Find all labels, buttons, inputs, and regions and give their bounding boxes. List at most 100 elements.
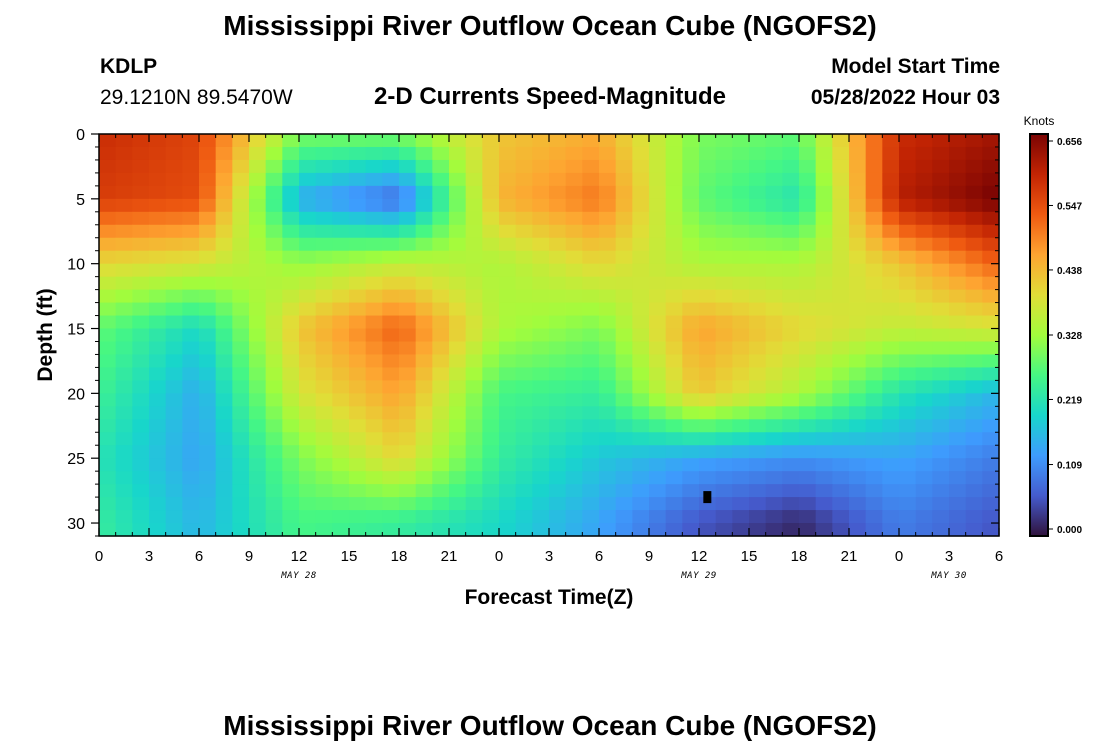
heatmap-cell [832,237,850,252]
heatmap-cell [765,484,783,498]
heatmap-cell [582,419,600,433]
heatmap-cell [465,198,483,213]
heatmap-cell [915,185,933,200]
heatmap-cell [865,354,883,369]
heatmap-cell [899,198,917,213]
heatmap-cell [232,146,250,161]
heatmap-cell [165,523,183,537]
heatmap-cell [649,276,667,291]
heatmap-cell [365,185,383,200]
heatmap-cell [482,354,500,369]
x-tick-label: 3 [545,548,553,565]
heatmap-cell [732,134,750,148]
heatmap-cell [849,237,867,252]
heatmap-cell [632,523,650,537]
heatmap-cell [315,341,333,356]
heatmap-cell [115,458,133,472]
heatmap-cell [349,250,367,265]
heatmap-cell [882,458,900,472]
heatmap-cell [515,393,533,407]
heatmap-cell [582,445,600,459]
heatmap-cell [965,263,983,278]
heatmap-cell [232,510,250,524]
heatmap-cell [365,419,383,433]
heatmap-cell [182,354,200,369]
heatmap-cell [949,471,967,485]
heatmap-cell [615,432,633,446]
heatmap-cell [599,471,617,485]
heatmap-cell [215,393,233,407]
heatmap-cell [715,185,733,200]
heatmap-cell [399,263,417,278]
heatmap-cell [549,159,567,174]
x-tick-label: 0 [895,548,903,565]
heatmap-cell [415,211,433,226]
heatmap-cell [215,302,233,317]
heatmap-cell [549,198,567,213]
heatmap-cell [482,341,500,356]
heatmap-cell [982,276,1000,291]
heatmap-cell [215,250,233,265]
heatmap-cell [515,159,533,174]
heatmap-cell [99,471,117,485]
heatmap-cell [449,185,467,200]
heatmap-cell [665,315,683,330]
heatmap-cell [982,315,1000,330]
station-coordinates: 29.1210N 89.5470W [100,86,293,109]
heatmap-cell [632,458,650,472]
heatmap-cell [282,172,300,187]
heatmap-cell [165,224,183,239]
heatmap-cell [899,510,917,524]
heatmap-cell [199,523,217,537]
heatmap-cell [882,419,900,433]
heatmap-cell [749,159,767,174]
heatmap-cell [549,354,567,369]
heatmap-cell [515,432,533,446]
heatmap-cell [99,302,117,317]
heatmap-cell [515,263,533,278]
heatmap-cell [282,250,300,265]
heatmap-cell [282,263,300,278]
heatmap-cell [115,237,133,252]
heatmap-cell [915,172,933,187]
heatmap-cell [482,172,500,187]
heatmap-cell [965,510,983,524]
heatmap-cell [249,302,267,317]
heatmap-cell [482,380,500,394]
heatmap-cell [799,289,817,304]
heatmap-cell [165,211,183,226]
heatmap-cell [882,471,900,485]
heatmap-cell [832,250,850,265]
heatmap-cell [432,315,450,330]
heatmap-cell [165,471,183,485]
heatmap-cell [599,523,617,537]
heatmap-cell [649,172,667,187]
heatmap-cell [849,367,867,381]
heatmap-cell [715,419,733,433]
heatmap-cell [499,211,517,226]
heatmap-cell [865,159,883,174]
heatmap-cell [632,172,650,187]
heatmap-cell [849,185,867,200]
heatmap-cell [699,302,717,317]
heatmap-cell [882,172,900,187]
heatmap-cell [299,354,317,369]
heatmap-cell [649,224,667,239]
heatmap-cell [865,341,883,356]
heatmap-cell [232,185,250,200]
heatmap-cell [832,419,850,433]
heatmap-cell [515,341,533,356]
heatmap-cell [282,471,300,485]
heatmap-cell [965,211,983,226]
heatmap-cell [465,250,483,265]
heatmap-cell [132,250,150,265]
heatmap-cell [532,302,550,317]
heatmap-cell [349,380,367,394]
heatmap-cell [149,328,167,343]
heatmap-cell [499,276,517,291]
heatmap-cell [465,523,483,537]
heatmap-cell [232,211,250,226]
heatmap-cell [582,250,600,265]
heatmap-cell [299,289,317,304]
heatmap-cell [882,523,900,537]
